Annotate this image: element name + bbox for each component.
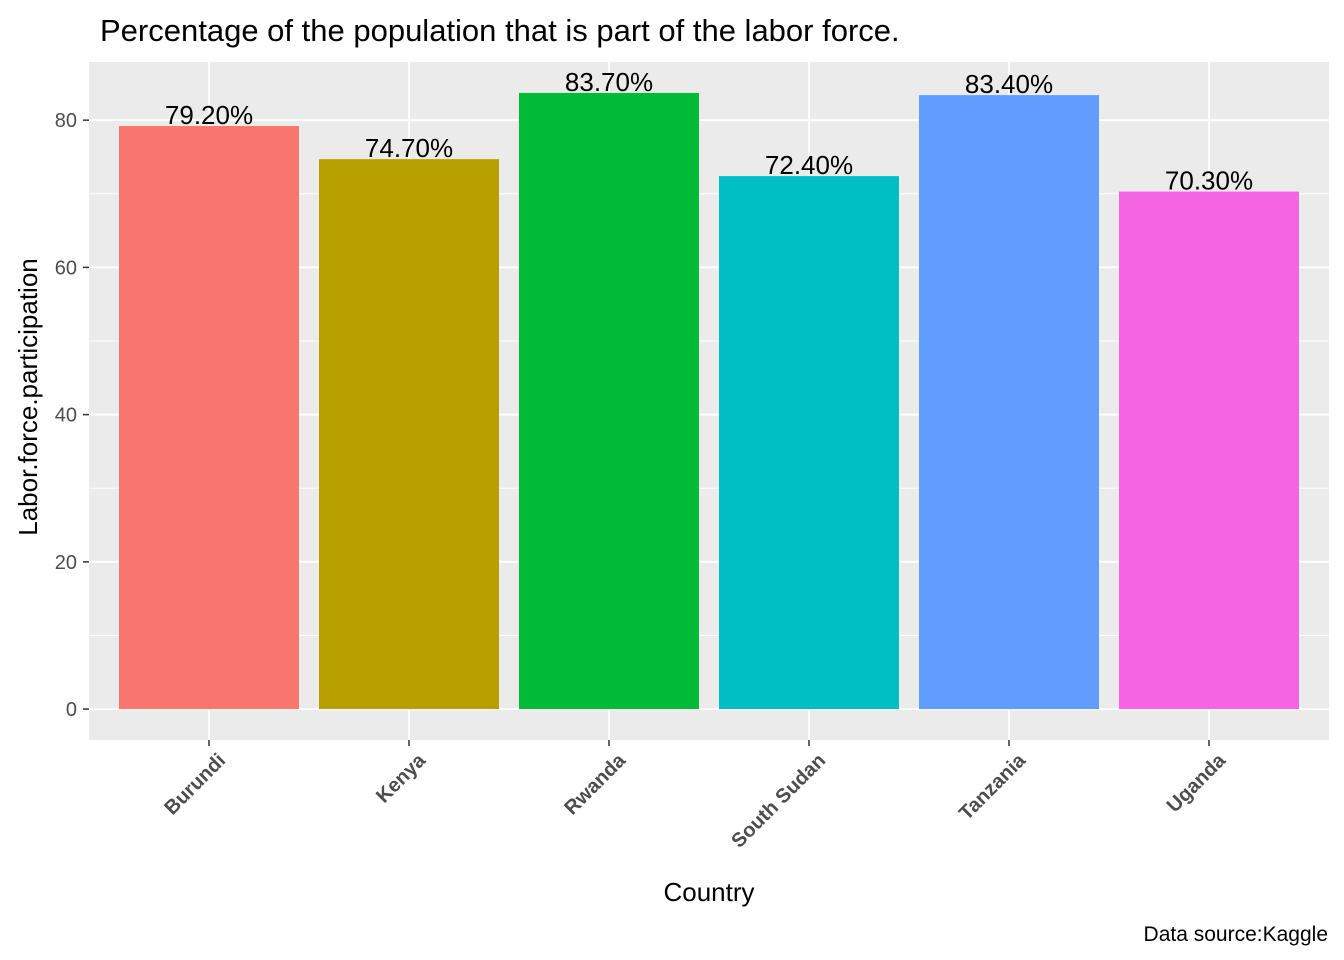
- data-labels: 79.20% 74.70% 83.70% 72.40% 83.40% 70.30%: [165, 67, 1253, 196]
- y-tick-label: 60: [55, 257, 77, 279]
- bar-tanzania: [919, 95, 1099, 710]
- chart-title: Percentage of the population that is par…: [100, 13, 900, 48]
- y-axis: 0 20 40 60 80: [55, 110, 89, 721]
- x-tick-label: Uganda: [1163, 749, 1231, 817]
- data-label: 70.30%: [1165, 166, 1253, 196]
- x-tick-label: Tanzania: [955, 749, 1031, 825]
- data-label: 72.40%: [765, 150, 853, 180]
- bar-burundi: [119, 126, 299, 710]
- x-tick-label: Kenya: [372, 749, 431, 808]
- data-label: 83.40%: [965, 69, 1053, 99]
- y-tick-label: 0: [66, 699, 77, 721]
- data-label: 83.70%: [565, 67, 653, 97]
- x-tick-label: Rwanda: [560, 749, 630, 819]
- bar-uganda: [1119, 191, 1299, 710]
- bar-rwanda: [519, 92, 699, 710]
- y-tick-label: 20: [55, 552, 77, 574]
- x-axis-title: Country: [663, 877, 754, 907]
- x-tick-label: South Sudan: [727, 750, 830, 853]
- bars: [119, 92, 1299, 710]
- bar-south-sudan: [719, 176, 899, 710]
- bar-kenya: [319, 159, 499, 710]
- y-tick-label: 40: [55, 405, 77, 427]
- data-label: 74.70%: [365, 133, 453, 163]
- caption: Data source:Kaggle: [1144, 923, 1328, 946]
- y-tick-label: 80: [55, 110, 77, 132]
- x-tick-label: Burundi: [160, 750, 230, 820]
- y-axis-title: Labor.force.participation: [13, 258, 43, 536]
- x-axis: Burundi Kenya Rwanda South Sudan Tanzania Uga…: [160, 740, 1231, 853]
- data-label: 79.20%: [165, 100, 253, 130]
